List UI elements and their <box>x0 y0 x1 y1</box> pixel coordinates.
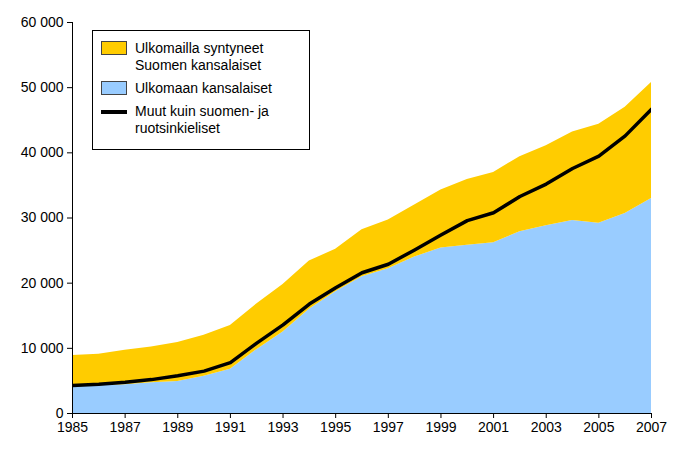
svg-text:60 000: 60 000 <box>21 14 64 30</box>
svg-text:2007: 2007 <box>636 419 667 435</box>
svg-text:1987: 1987 <box>110 419 141 435</box>
svg-text:0: 0 <box>55 405 64 421</box>
svg-text:20 000: 20 000 <box>21 275 64 291</box>
html-text:Ulkomailla syntyneet Suomen ka: Ulkomailla syntyneet Suomen kansalaiset <box>135 40 264 73</box>
svg-text:40 000: 40 000 <box>21 144 64 160</box>
svg-text:1997: 1997 <box>373 419 404 435</box>
svg-text:2001: 2001 <box>478 419 509 435</box>
svg-text:1999: 1999 <box>425 419 456 435</box>
html-text:Muut kuin suomen- ja ruotsinki: Muut kuin suomen- ja ruotsinkieliset <box>135 103 269 136</box>
svg-text:50 000: 50 000 <box>21 79 64 95</box>
svg-text:1991: 1991 <box>215 419 246 435</box>
html-text:Ulkomaan kansalaiset: Ulkomaan kansalaiset <box>135 80 272 96</box>
svg-text:2003: 2003 <box>531 419 562 435</box>
svg-text:1993: 1993 <box>267 419 298 435</box>
svg-text:10 000: 10 000 <box>21 340 64 356</box>
svg-text:30 000: 30 000 <box>21 209 64 225</box>
svg-text:1985: 1985 <box>57 419 88 435</box>
svg-text:2005: 2005 <box>583 419 614 435</box>
svg-text:1989: 1989 <box>162 419 193 435</box>
svg-text:1995: 1995 <box>320 419 351 435</box>
